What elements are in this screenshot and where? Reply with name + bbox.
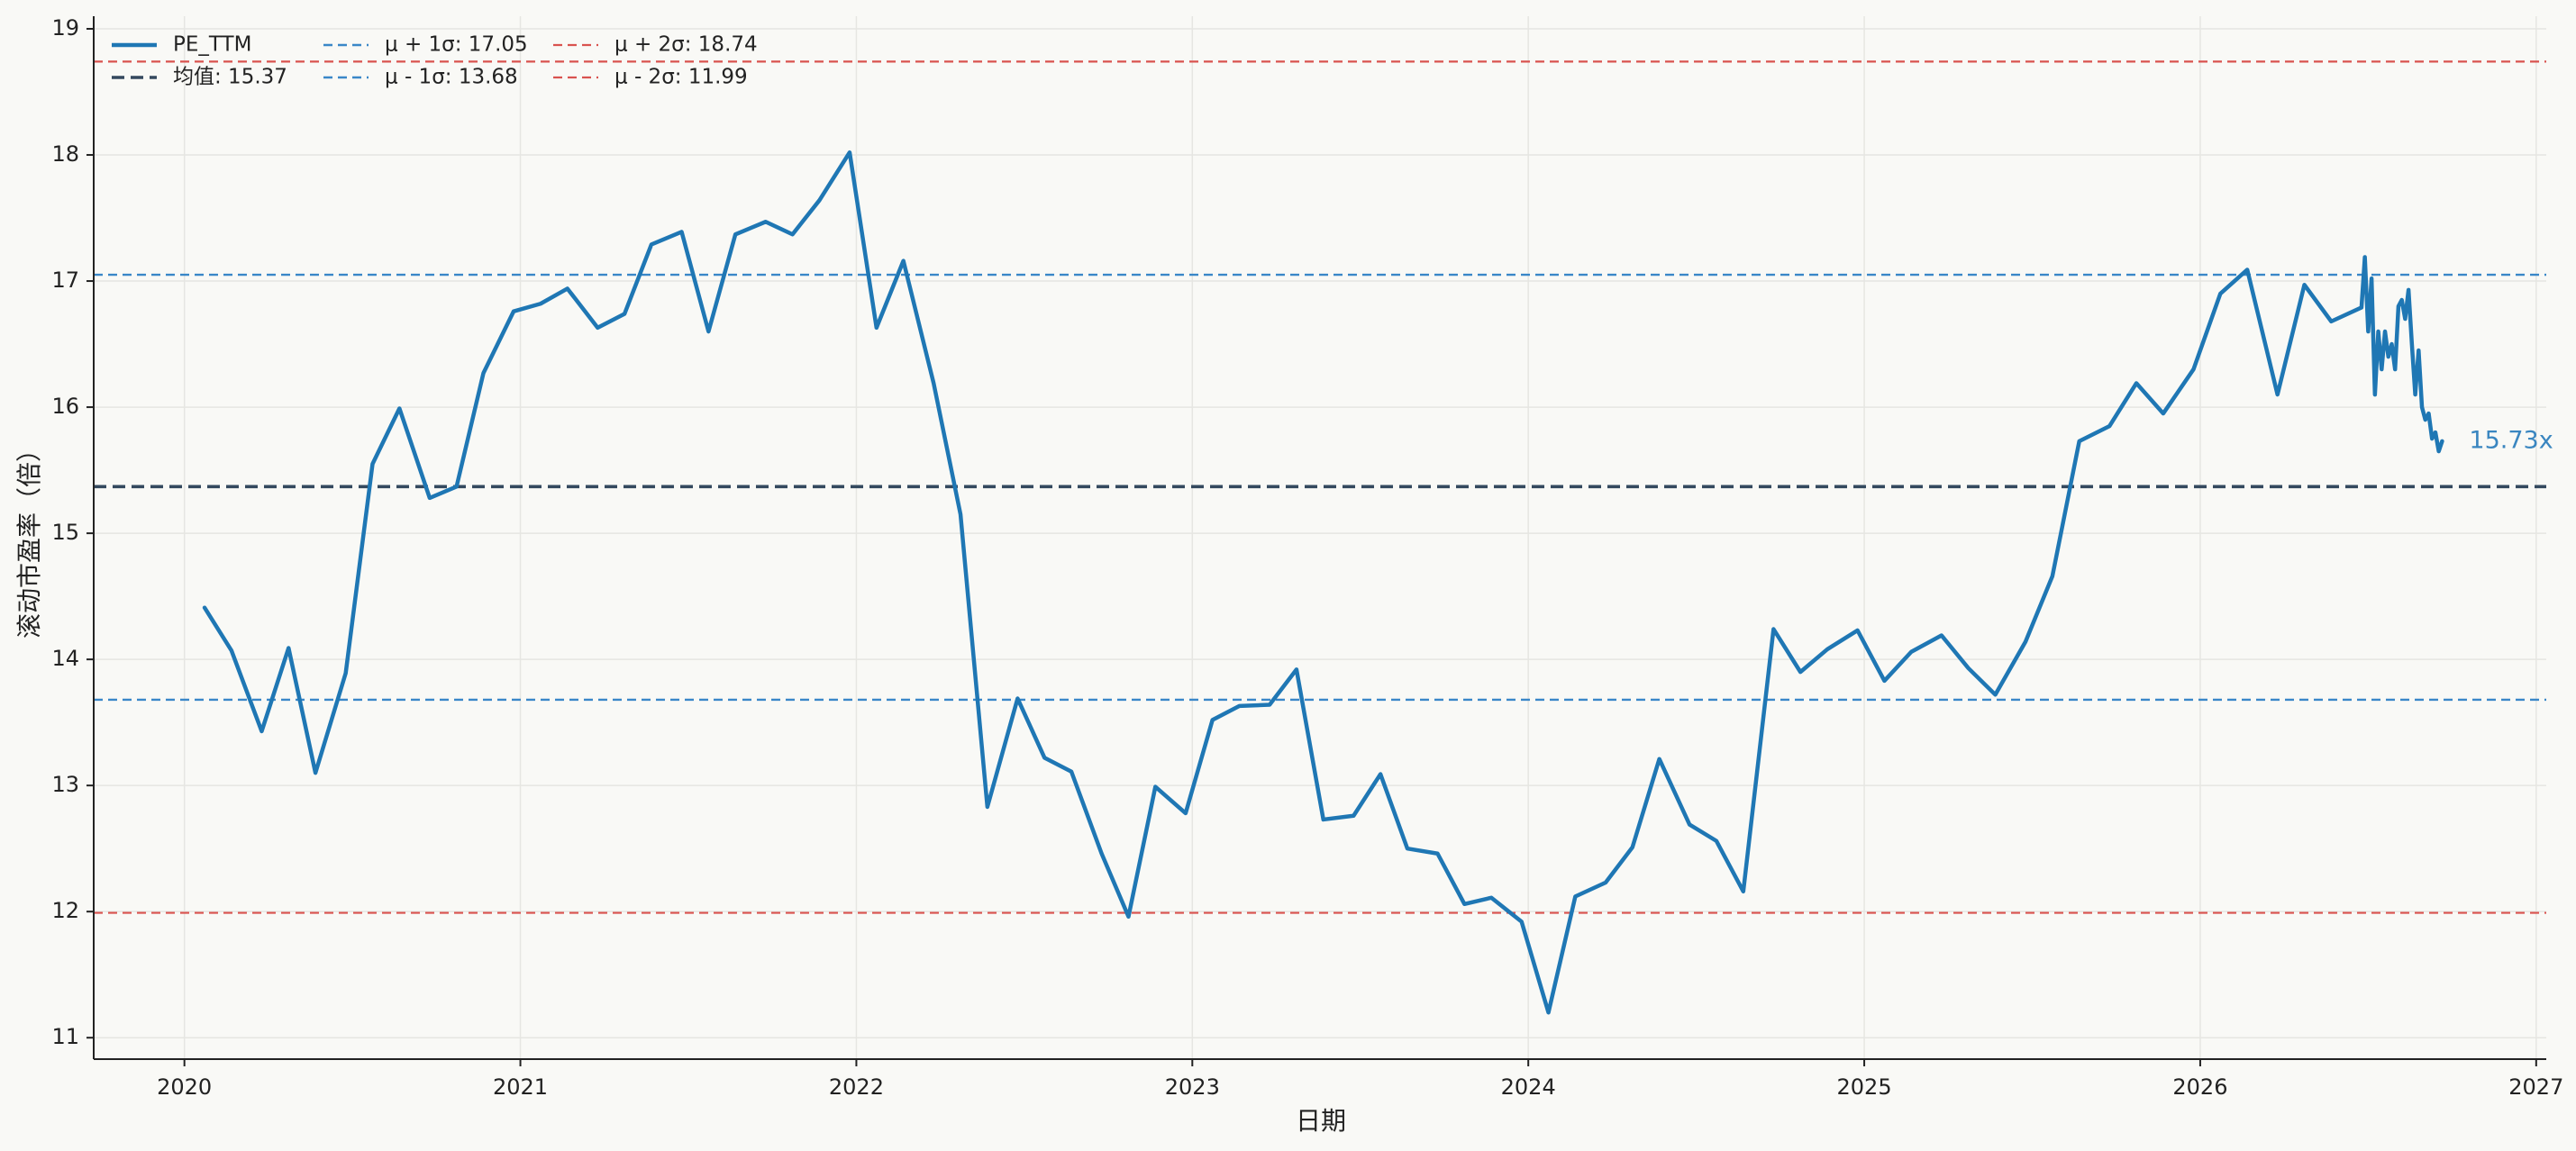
x-tick-label: 2026	[2172, 1074, 2227, 1100]
y-tick-label: 17	[51, 267, 79, 293]
x-tick-label: 2020	[157, 1074, 212, 1100]
y-tick-label: 12	[51, 898, 79, 923]
reference-lines	[94, 60, 2546, 914]
y-tick-label: 16	[51, 394, 79, 419]
legend-label: 均值: 15.37	[173, 66, 287, 89]
x-axis-label: 日期	[1296, 1106, 1346, 1136]
plot-area	[202, 150, 2444, 1015]
legend-label: PE_TTM	[173, 33, 251, 57]
data-line	[202, 150, 2444, 1015]
y-tick-label: 13	[51, 772, 79, 797]
legend: PE_TTM 均值: 15.37 μ + 1σ: 17.05 μ - 1σ: 13.6…	[112, 33, 758, 89]
x-tick-label: 2021	[493, 1074, 548, 1100]
legend-label: μ - 1σ: 13.68	[385, 66, 518, 89]
x-tick-label: 2025	[1837, 1074, 1892, 1100]
y-axis-label: 滚动市盈率（倍）	[14, 437, 44, 639]
y-tick-label: 15	[51, 520, 79, 545]
legend-label: μ + 2σ: 18.74	[614, 33, 758, 57]
x-tick-label: 2023	[1165, 1074, 1220, 1100]
x-tick-label: 2027	[2508, 1074, 2563, 1100]
legend-label: μ + 1σ: 17.05	[385, 33, 528, 57]
x-tick-label: 2022	[829, 1074, 884, 1100]
annotation: 15.73x	[2469, 426, 2553, 454]
y-tick-label: 14	[51, 646, 79, 671]
y-tick-label: 11	[51, 1024, 79, 1049]
y-tick-label: 18	[51, 141, 79, 167]
x-tick-label: 2024	[1501, 1074, 1556, 1100]
legend-label: μ - 2σ: 11.99	[614, 66, 748, 89]
y-tick-label: 19	[51, 15, 79, 41]
